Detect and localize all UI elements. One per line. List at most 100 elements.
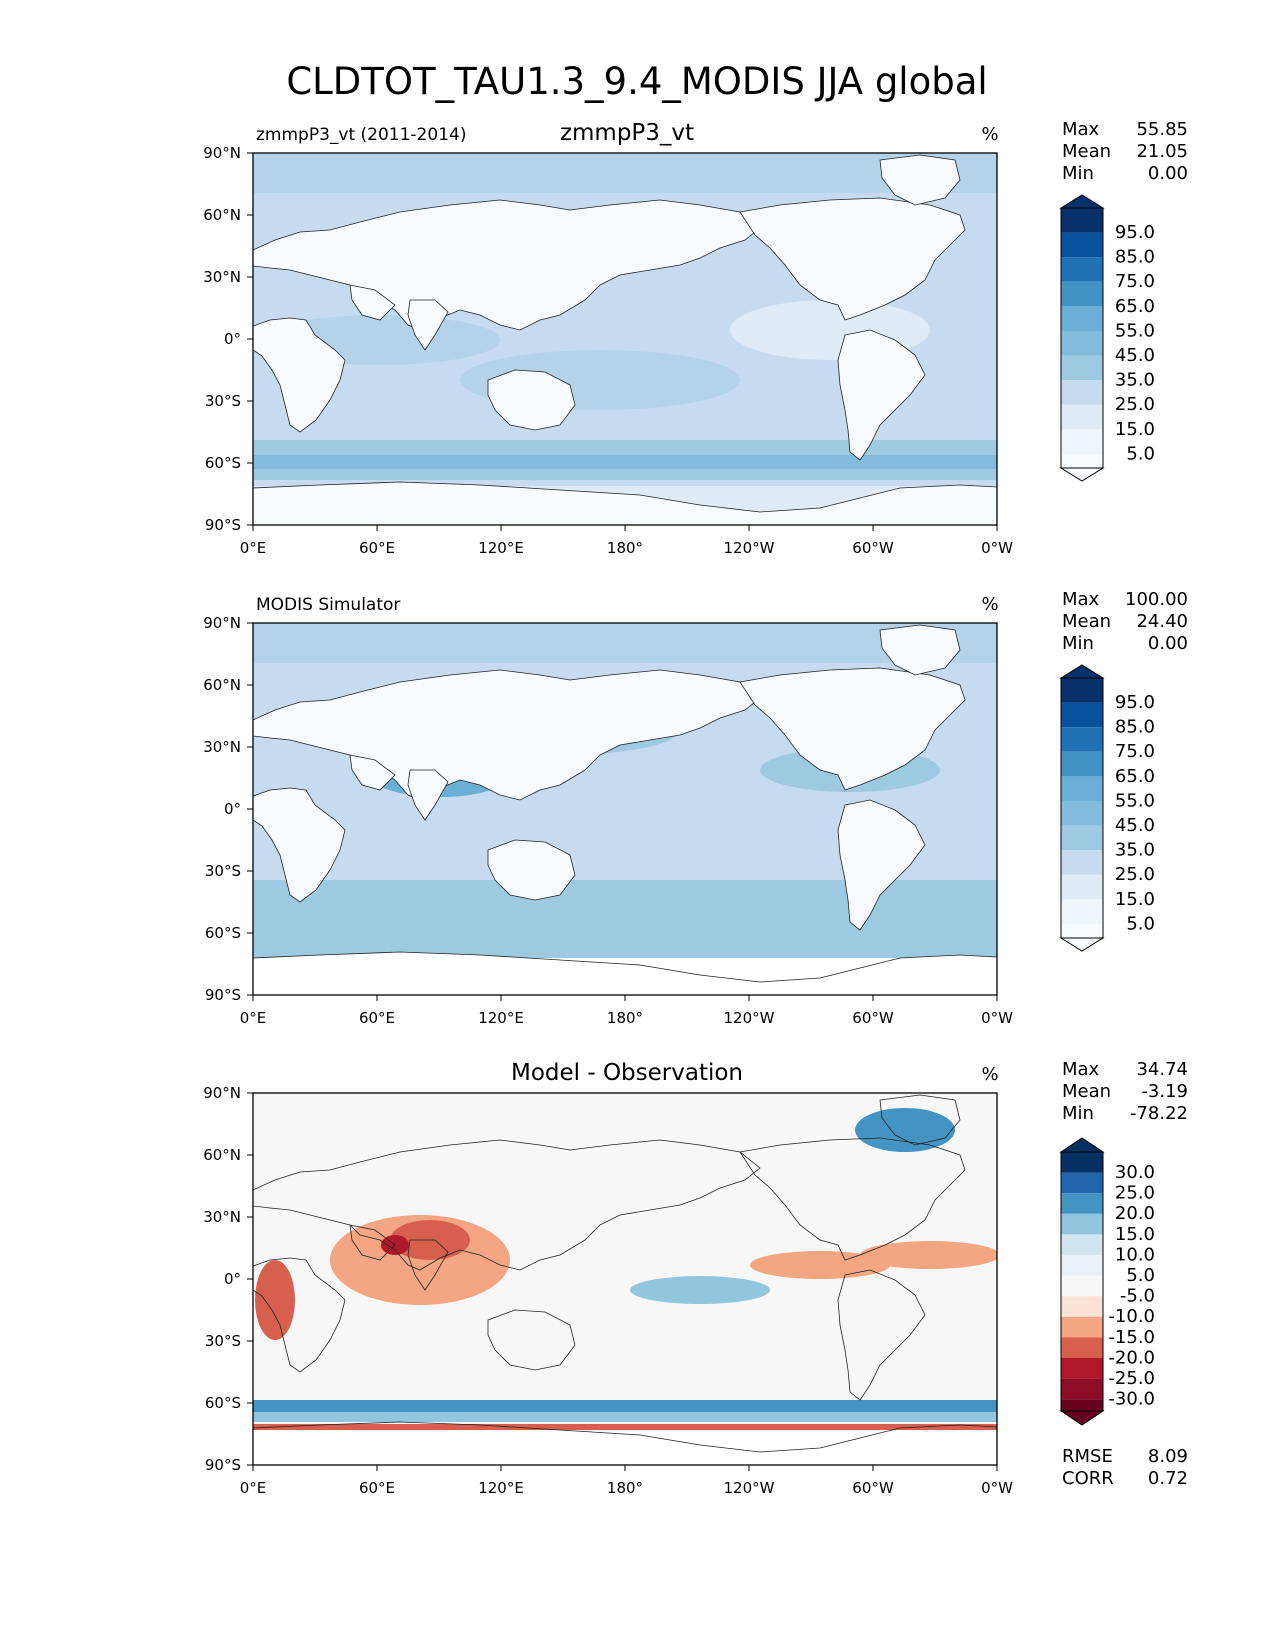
australia (487, 369, 576, 431)
x-ticks: 0°E 60°E 120°E 180° 120°W 60°W 0°W (240, 525, 1013, 557)
map-panel-difference-part (253, 1412, 997, 1422)
colorbar-segment (1061, 306, 1103, 331)
stat-mean-label: Mean (1062, 141, 1111, 162)
stat-max-value: 34.74 (1136, 1059, 1188, 1080)
colorbar-label: -20.0 (1108, 1347, 1155, 1368)
y-tick-label: 60°S (205, 924, 241, 942)
x-tick-label: 60°E (359, 1009, 395, 1027)
antarctica (253, 951, 997, 995)
australia (487, 839, 576, 901)
colorbar-label: 30.0 (1115, 1162, 1155, 1183)
colorbar-segment (1061, 404, 1103, 430)
colorbar-segment (1061, 1275, 1103, 1297)
africa (253, 317, 346, 433)
colorbar-segment (1061, 801, 1103, 826)
colorbar-segment (1061, 355, 1103, 381)
antarctica (253, 481, 997, 525)
greenland (879, 624, 961, 676)
stat-mean-value: -3.19 (1141, 1081, 1188, 1102)
x-tick-label: 120°E (478, 539, 524, 557)
map-panel-difference-part (255, 1260, 295, 1340)
colorbar-segment (1061, 874, 1103, 900)
units-label: % (981, 124, 998, 145)
colorbar: 95.0 85.0 75.0 65.0 55.0 45.0 35.0 25.0 … (1059, 194, 1155, 482)
stat-max-label: Max (1062, 589, 1100, 610)
colorbar-part: 95.0 85.0 75.0 65.0 55.0 45.0 35.0 25.0 … (1115, 222, 1155, 464)
colorbar-label: 95.0 (1115, 692, 1155, 713)
stat-min-label: Min (1062, 163, 1094, 184)
arabia (349, 1224, 396, 1261)
colorbar-part: 30.0 25.0 20.0 15.0 10.0 5.0 -5.0 -10.0 … (1108, 1162, 1155, 1410)
map-panel-difference (253, 1093, 997, 1465)
colorbar-label: 35.0 (1115, 370, 1155, 391)
colorbar-label: -15.0 (1108, 1327, 1155, 1348)
y-ticks: 90°N 60°N 30°N 0° 30°S 60°S 90°S (203, 1084, 253, 1474)
colorbar-segment (1061, 1399, 1103, 1412)
colorbar-segment (1061, 776, 1103, 801)
colorbar-segment (1061, 232, 1103, 258)
y-tick-label: 30°N (203, 738, 241, 756)
x-tick-label: 180° (607, 1009, 643, 1027)
stat-max-value: 55.85 (1136, 119, 1188, 140)
colorbar-label: 5.0 (1126, 443, 1155, 464)
colorbar-label: -25.0 (1108, 1368, 1155, 1389)
colorbar-segment (1061, 702, 1103, 728)
rmse-label: RMSE (1062, 1446, 1113, 1467)
y-tick-label: 60°N (203, 676, 241, 694)
panel-center-title: zmmpP3_vt (560, 120, 694, 146)
y-tick-label: 0° (224, 1270, 241, 1288)
x-tick-label: 60°E (359, 539, 395, 557)
colorbar-segment (1061, 1152, 1103, 1173)
colorbar-segment (1061, 1378, 1103, 1400)
rmse-value: 8.09 (1148, 1446, 1188, 1467)
y-tick-label: 90°N (203, 614, 241, 632)
y-tick-label: 90°S (205, 986, 241, 1004)
colorbar-segment (1061, 751, 1103, 777)
colorbar-arrow-bottom (1059, 467, 1105, 482)
colorbar-arrow-bottom (1059, 937, 1105, 952)
panel-difference: Model - Observation % 0°E 60°E 120°E 180… (203, 1059, 1188, 1497)
corr-label: CORR (1062, 1468, 1114, 1489)
south-america (837, 329, 926, 461)
units-label: % (981, 1064, 998, 1085)
arabia (349, 284, 396, 321)
x-tick-label: 0°W (981, 1479, 1013, 1497)
colorbar-segment (1061, 380, 1103, 405)
stat-mean-value: 21.05 (1136, 141, 1188, 162)
x-tick-label: 120°W (724, 1009, 775, 1027)
stat-max-label: Max (1062, 1059, 1100, 1080)
colorbar-label: 45.0 (1115, 815, 1155, 836)
stat-max-value: 100.00 (1125, 589, 1188, 610)
stat-mean-label: Mean (1062, 1081, 1111, 1102)
colorbar-label: 95.0 (1115, 222, 1155, 243)
australia (487, 1309, 576, 1371)
corr-value: 0.72 (1148, 1468, 1188, 1489)
colorbar-label: 25.0 (1115, 394, 1155, 415)
colorbar-segment (1061, 924, 1103, 938)
colorbar-label: 15.0 (1115, 889, 1155, 910)
continents (253, 624, 997, 995)
colorbar-segment (1061, 1172, 1103, 1194)
colorbar-segment (1061, 208, 1103, 233)
colorbar-segment (1061, 1255, 1103, 1276)
colorbar-label: 85.0 (1115, 717, 1155, 738)
stat-mean-label: Mean (1062, 611, 1111, 632)
india (407, 769, 449, 821)
panel-left-title: zmmpP3_vt (2011-2014) (256, 125, 466, 145)
arctic-band (253, 153, 997, 193)
arabia (349, 754, 396, 791)
colorbar-part (1060, 207, 1104, 469)
south-america (837, 1269, 926, 1401)
continents (253, 1094, 997, 1453)
x-tick-label: 120°E (478, 1009, 524, 1027)
colorbar: 95.0 85.0 75.0 65.0 55.0 45.0 35.0 25.0 … (1059, 664, 1155, 952)
colorbar-label: 5.0 (1126, 1265, 1155, 1286)
colorbar-label: 35.0 (1115, 840, 1155, 861)
colorbar-segment (1061, 1193, 1103, 1214)
panel-observation: MODIS Simulator % 0°E 60°E 120°E 180° 12… (203, 589, 1188, 1027)
error-stats: RMSE 8.09 CORR 0.72 (1062, 1446, 1188, 1489)
colorbar-label: 65.0 (1115, 766, 1155, 787)
greenland (879, 1094, 961, 1146)
y-tick-label: 0° (224, 330, 241, 348)
